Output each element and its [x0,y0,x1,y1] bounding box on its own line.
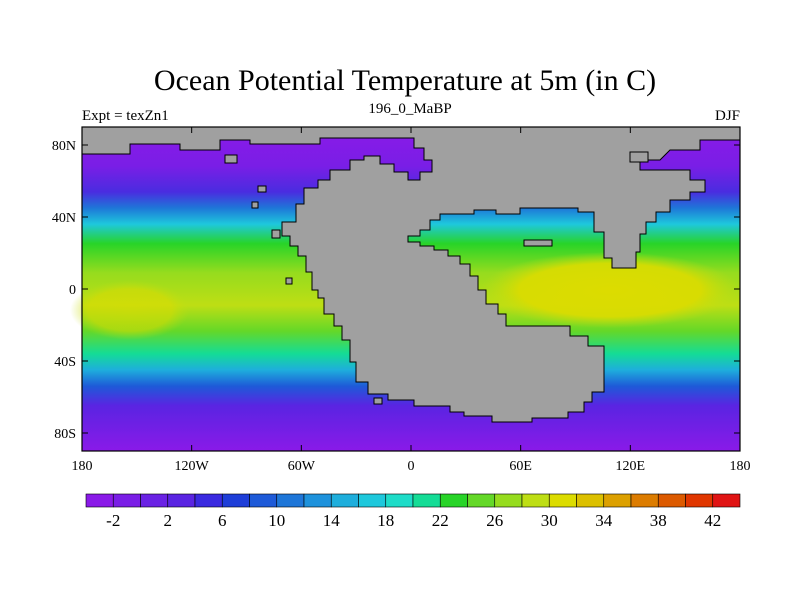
colorbar-label: 14 [323,511,341,530]
colorbar-segment [249,493,278,508]
lat-tick-label: 40N [52,211,76,226]
island [257,185,267,193]
lat-tick-label: 80S [54,427,76,442]
lon-tick-label: 0 [408,459,415,474]
colorbar-segment [385,493,414,508]
longitude-axis: 180 120W 60W 0 60E 120E 180 [72,127,751,474]
map-panel [70,126,741,452]
colorbar-label: 30 [541,511,558,530]
colorbar-label: 42 [704,511,721,530]
colorbar-segment [112,493,141,508]
colorbar-segment [712,493,741,508]
colorbar-segment [358,493,387,508]
colorbar-segment [657,493,686,508]
colorbar-label: 26 [486,511,503,530]
colorbar-segment [140,493,169,508]
colorbar-segment [330,493,359,508]
colorbar-label: 38 [650,511,667,530]
lat-tick-label: 80N [52,139,76,154]
colorbar-segment [576,493,605,508]
colorbar-segment [167,493,196,508]
colorbar-label: 18 [377,511,394,530]
season-label: DJF [715,108,740,124]
colorbar-label: -2 [106,511,120,530]
colorbar-label: 22 [432,511,449,530]
island [251,201,259,209]
lon-tick-label: 180 [72,459,93,474]
colorbar-segment [467,493,496,508]
colorbar-segment [194,493,223,508]
experiment-label: Expt = texZn1 [82,108,169,124]
colorbar: -2 2 6 10 14 18 22 26 30 34 38 42 [85,493,741,530]
colorbar-segment [521,493,550,508]
colorbar-segment [439,493,468,508]
colorbar-label: 10 [268,511,285,530]
island [271,229,281,239]
lon-tick-label: 60W [288,459,316,474]
colorbar-segment [412,493,441,508]
map-title: Ocean Potential Temperature at 5m (in C) [154,64,656,97]
lon-tick-label: 120E [616,459,646,474]
colorbar-segment [303,493,332,508]
warm-region-west [70,280,190,340]
colorbar-segment [276,493,305,508]
island [224,154,238,164]
island [523,239,553,247]
lon-tick-label: 180 [730,459,751,474]
island [629,151,649,163]
island [373,397,383,405]
colorbar-segment [85,493,114,508]
colorbar-segment [221,493,250,508]
lat-tick-label: 0 [69,283,76,298]
colorbar-segment [630,493,659,508]
land-west-continent [81,126,741,423]
colorbar-segment [494,493,523,508]
colorbar-label: 6 [218,511,227,530]
colorbar-segment [685,493,714,508]
land-mask [81,126,741,423]
lon-tick-label: 120W [175,459,210,474]
warm-pool-region [480,252,740,328]
time-label: 196_0_MaBP [368,101,451,117]
lat-tick-label: 40S [54,355,76,370]
colorbar-label: 34 [595,511,613,530]
island [285,277,293,285]
colorbar-segment [548,493,577,508]
latitude-axis: 80N 40N 0 40S 80S [52,139,740,442]
colorbar-segment [603,493,632,508]
colorbar-label: 2 [164,511,173,530]
lon-tick-label: 60E [509,459,532,474]
